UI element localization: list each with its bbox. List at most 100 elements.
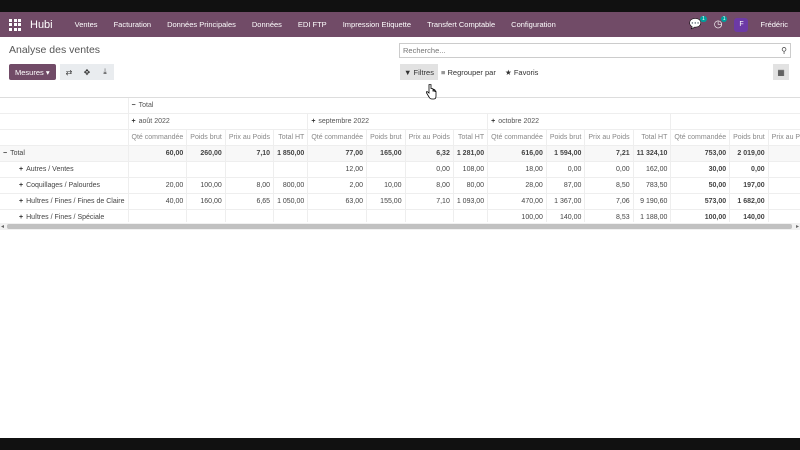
cell-value[interactable]: 2 019,00 [729,145,769,162]
measures-button[interactable]: Mesures ▾ [9,64,56,80]
cell-value[interactable]: 8,00 [404,177,454,194]
col-header-month[interactable]: + août 2022 [127,113,308,130]
cell-value[interactable]: 8,53 [584,209,634,222]
menu-donnees[interactable]: Données [251,20,282,29]
cell-value[interactable]: 800,00 [273,177,308,194]
col-header-month[interactable]: + octobre 2022 [487,113,671,130]
cell-value[interactable] [404,209,454,222]
scroll-right-icon[interactable]: ▸ [795,224,799,230]
cell-value[interactable]: 100,00 [186,177,226,194]
cell-value[interactable]: 108,00 [452,161,488,178]
cell-value[interactable]: 1 594,00 [545,145,585,162]
menu-edi-ftp[interactable]: EDI FTP [297,20,327,29]
download-button[interactable]: ⤓ [96,64,114,80]
filters-button[interactable]: ▼ Filtres [400,64,438,80]
menu-transfert-comptable[interactable]: Transfert Comptable [427,20,496,29]
cell-value[interactable]: 7, [767,193,800,210]
cell-value[interactable] [273,209,308,222]
cell-value[interactable]: 77,00 [307,145,367,162]
cell-value[interactable]: 100,00 [670,209,730,222]
measure-header[interactable]: Total HT [632,129,671,146]
cell-value[interactable]: 7, [767,145,800,162]
measure-header[interactable]: Qté commandée [307,129,367,146]
measure-header[interactable]: Qté commandée [670,129,730,146]
cell-value[interactable]: 10,00 [366,177,406,194]
scrollbar-thumb[interactable] [7,224,792,229]
cell-value[interactable]: 63,00 [307,193,367,210]
menu-facturation[interactable]: Facturation [113,20,152,29]
cell-value[interactable]: 0,00 [584,161,634,178]
cell-value[interactable]: 87,00 [545,177,585,194]
cell-value[interactable] [273,161,308,178]
cell-value[interactable]: 11 324,10 [632,145,671,162]
cell-value[interactable]: 20,00 [127,177,187,194]
cell-value[interactable]: 616,00 [487,145,547,162]
cell-value[interactable]: 7,10 [404,193,454,210]
search-icon[interactable]: ⚲ [781,46,787,55]
cell-value[interactable]: 60,00 [127,145,187,162]
search-input[interactable] [400,45,778,56]
cell-value[interactable]: 1 093,00 [452,193,488,210]
cell-value[interactable]: 1 682,00 [729,193,769,210]
menu-donnees-principales[interactable]: Données Principales [167,20,236,29]
cell-value[interactable]: 7,21 [584,145,634,162]
flip-axis-button[interactable]: ⇄ [60,64,78,80]
pivot-view-button[interactable]: ▦ [773,64,789,80]
cell-value[interactable]: 470,00 [487,193,547,210]
messages-icon[interactable]: 💬 1 [689,16,707,30]
user-name[interactable]: Frédéric [760,20,788,29]
cell-value[interactable]: 8,00 [224,177,274,194]
cell-value[interactable] [452,209,488,222]
cell-value[interactable]: 162,00 [632,161,671,178]
cell-value[interactable] [127,209,187,222]
menu-impression-etiquette[interactable]: Impression Etiquette [342,20,412,29]
cell-value[interactable]: 155,00 [366,193,406,210]
row-header[interactable]: − Total [0,145,129,162]
measure-header[interactable]: Prix au Poids [767,129,800,146]
cell-value[interactable] [307,209,367,222]
cell-value[interactable]: 8,50 [584,177,634,194]
cell-value[interactable]: 0,00 [729,161,769,178]
cell-value[interactable]: 50,00 [670,177,730,194]
row-header[interactable]: + Autres / Ventes [0,161,129,178]
col-header-total[interactable]: − Total [127,98,800,114]
scroll-left-icon[interactable]: ◂ [1,224,5,230]
cell-value[interactable]: 1 367,00 [545,193,585,210]
cell-value[interactable]: 160,00 [186,193,226,210]
measure-header[interactable]: Poids brut [366,129,406,146]
cell-value[interactable]: 2,00 [307,177,367,194]
measure-header[interactable]: Prix au Poids [584,129,634,146]
cell-value[interactable]: 12,00 [307,161,367,178]
cell-value[interactable]: 783,50 [632,177,671,194]
cell-value[interactable] [186,209,226,222]
cell-value[interactable]: 100,00 [487,209,547,222]
cell-value[interactable] [366,209,406,222]
row-header[interactable]: + Huîtres / Fines / Fines de Claire [0,193,129,210]
cell-value[interactable]: 753,00 [670,145,730,162]
cell-value[interactable]: 0, [767,161,800,178]
cell-value[interactable]: 7,10 [224,145,274,162]
measure-header[interactable]: Qté commandée [127,129,187,146]
cell-value[interactable]: 6,65 [224,193,274,210]
cell-value[interactable]: 165,00 [366,145,406,162]
measure-header[interactable]: Poids brut [186,129,226,146]
cell-value[interactable]: 7,06 [584,193,634,210]
cell-value[interactable]: 9 190,60 [632,193,671,210]
cell-value[interactable]: 260,00 [186,145,226,162]
favorites-button[interactable]: ★ Favoris [501,64,542,80]
cell-value[interactable]: 1 281,00 [452,145,488,162]
cell-value[interactable]: 8, [767,177,800,194]
expand-all-button[interactable]: ✥ [78,64,96,80]
cell-value[interactable]: 30,00 [670,161,730,178]
measure-header[interactable]: Total HT [452,129,488,146]
measure-header[interactable]: Poids brut [729,129,769,146]
row-header[interactable]: + Coquillages / Palourdes [0,177,129,194]
cell-value[interactable]: 1 188,00 [632,209,671,222]
cell-value[interactable]: 80,00 [452,177,488,194]
avatar[interactable]: F [734,17,749,32]
cell-value[interactable]: 28,00 [487,177,547,194]
cell-value[interactable]: 0,00 [545,161,585,178]
measure-header[interactable]: Qté commandée [487,129,547,146]
cell-value[interactable]: 1 050,00 [273,193,308,210]
menu-ventes[interactable]: Ventes [74,20,98,29]
